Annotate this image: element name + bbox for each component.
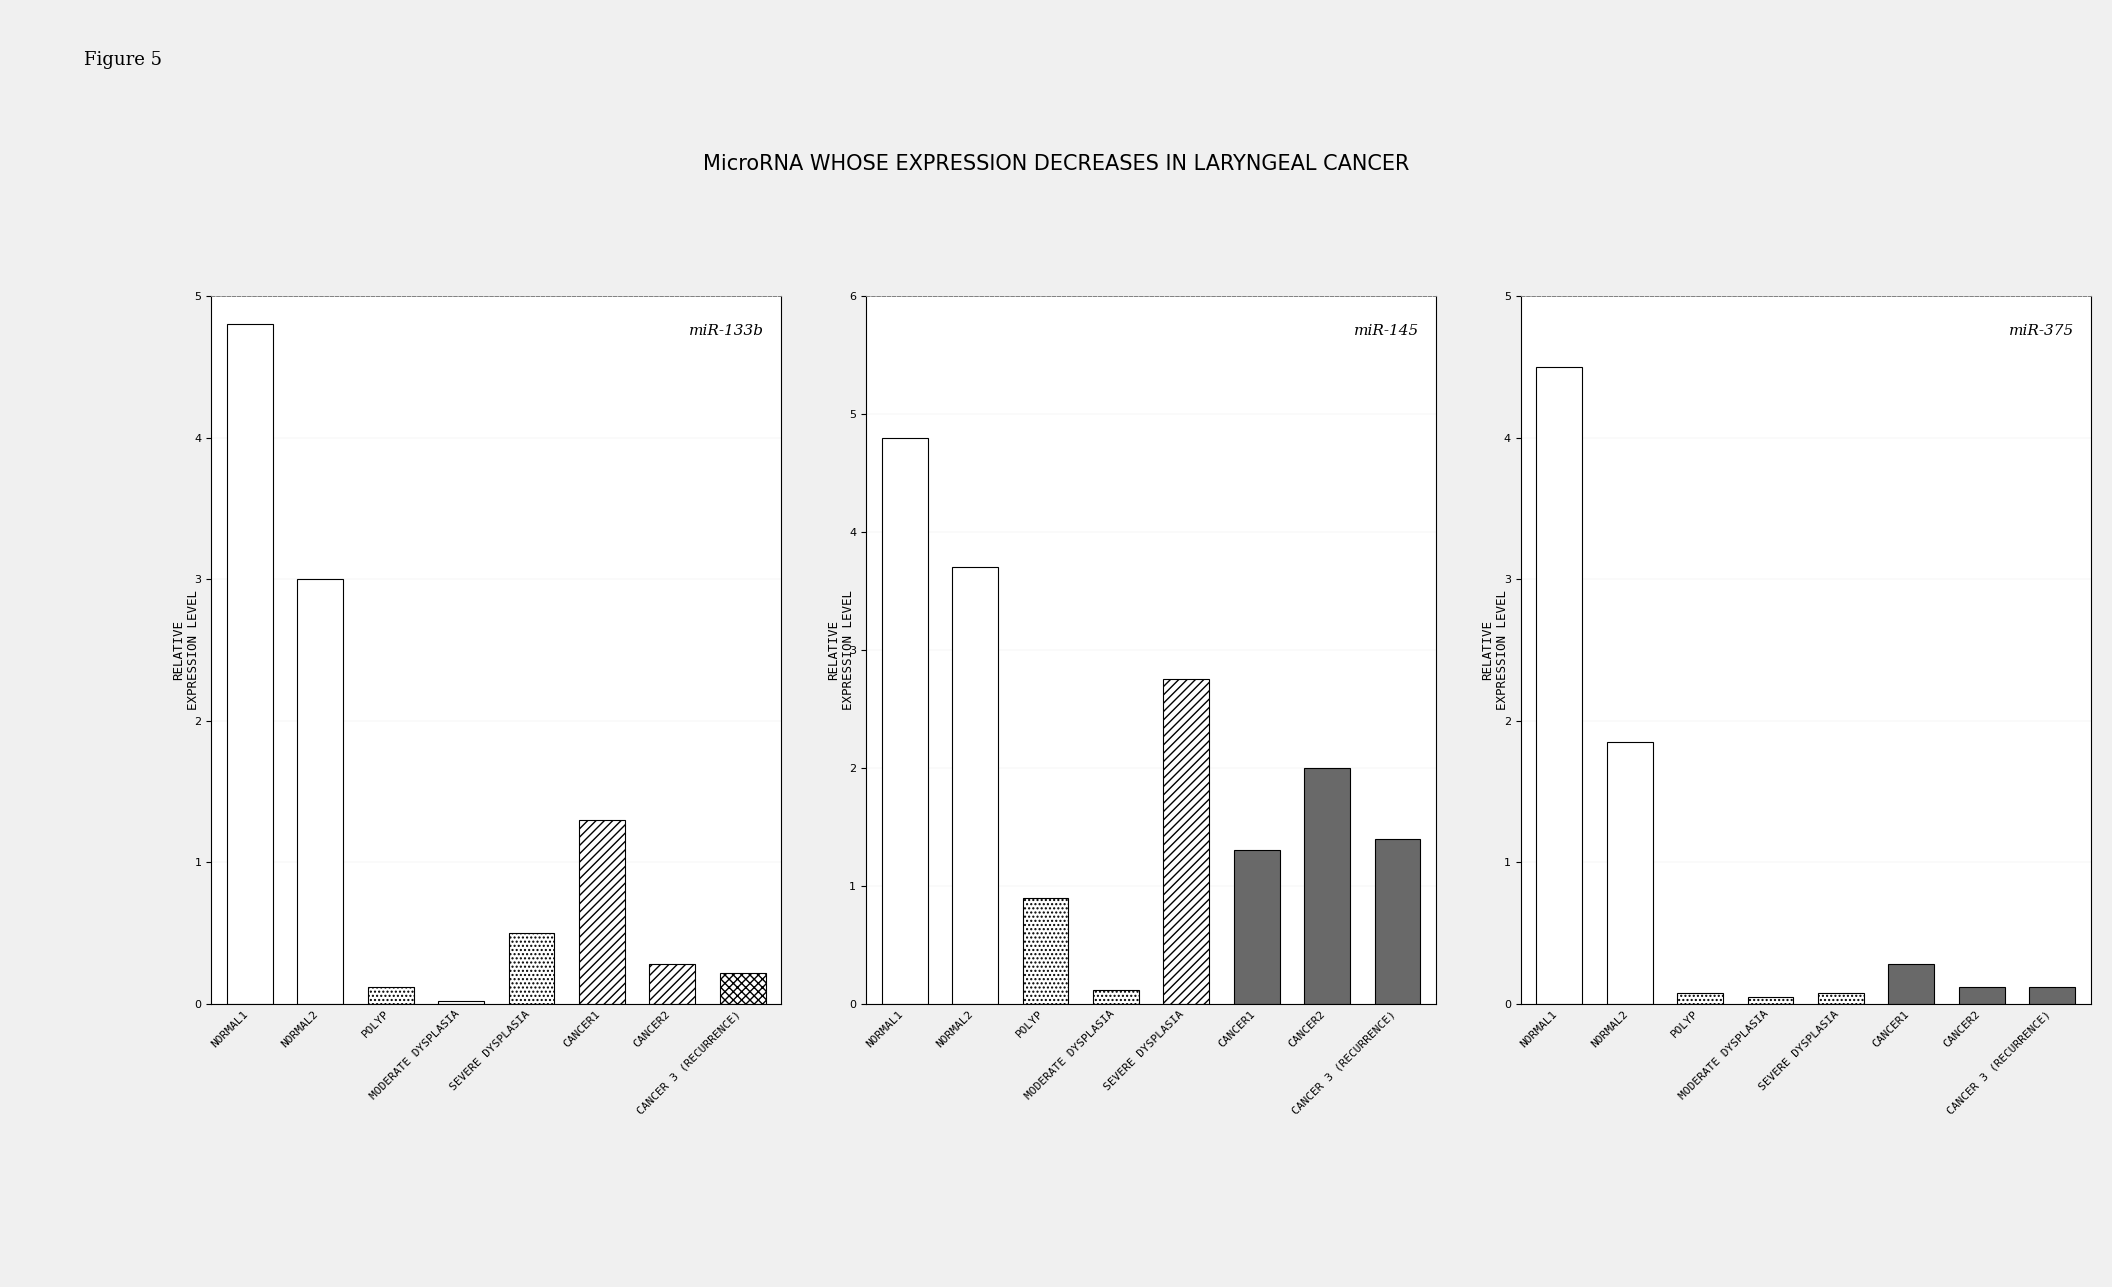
Bar [579,820,625,1004]
Text: miR-133b: miR-133b [689,324,765,338]
Bar [1960,987,2004,1004]
Bar [298,579,342,1004]
Text: miR-375: miR-375 [2009,324,2074,338]
Y-axis label: RELATIVE
EXPRESSION LEVEL: RELATIVE EXPRESSION LEVEL [826,589,855,710]
Y-axis label: RELATIVE
EXPRESSION LEVEL: RELATIVE EXPRESSION LEVEL [171,589,201,710]
Bar [1303,768,1350,1004]
Bar [953,568,997,1004]
Bar [1375,839,1419,1004]
Bar [1094,990,1138,1004]
Bar [1888,964,1935,1004]
Bar [1749,996,1793,1004]
Bar [1607,741,1652,1004]
Bar [1535,367,1582,1004]
Bar [439,1001,484,1004]
Bar [883,438,927,1004]
Y-axis label: RELATIVE
EXPRESSION LEVEL: RELATIVE EXPRESSION LEVEL [1481,589,1510,710]
Bar [720,973,765,1004]
Bar [509,933,553,1004]
Bar [1233,851,1280,1004]
Bar [228,324,272,1004]
Text: Figure 5: Figure 5 [84,51,163,69]
Bar [650,964,695,1004]
Bar [1022,898,1069,1004]
Text: MicroRNA WHOSE EXPRESSION DECREASES IN LARYNGEAL CANCER: MicroRNA WHOSE EXPRESSION DECREASES IN L… [703,154,1409,175]
Bar [1164,680,1208,1004]
Bar [367,987,414,1004]
Bar [2030,987,2076,1004]
Text: miR-145: miR-145 [1354,324,1419,338]
Bar [1818,992,1863,1004]
Bar [1677,992,1723,1004]
